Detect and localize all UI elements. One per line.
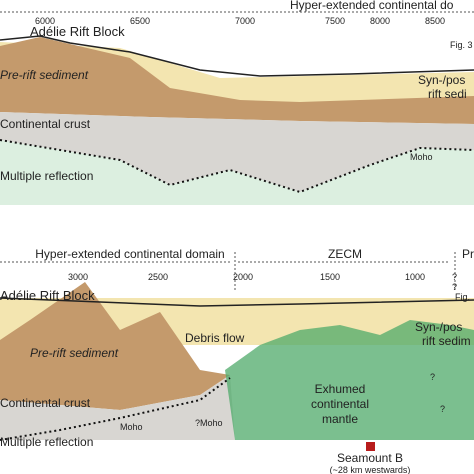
tick: 8000: [370, 16, 390, 26]
tick: 3000: [68, 272, 88, 282]
pre-rift-unit: [0, 282, 230, 410]
pre-rift-unit: [0, 37, 474, 124]
block-label: Adélie Rift Block: [30, 24, 125, 39]
question: ?: [452, 272, 457, 282]
multiple-label: Multiple reflection: [0, 435, 93, 449]
question: ?: [440, 404, 445, 414]
tick: 1500: [320, 272, 340, 282]
seamount-marker: [366, 442, 375, 451]
moho-line: [0, 139, 474, 194]
moho-label: Moho: [410, 152, 433, 162]
moho-line: [0, 377, 231, 441]
mantle-label: Exhumed: [315, 382, 366, 396]
top-panel: Hyper-extended continental do 6000 6500 …: [0, 0, 474, 205]
tick: 2500: [148, 272, 168, 282]
question: ?: [452, 282, 457, 292]
seafloor: [0, 297, 474, 307]
crust-label: Continental crust: [0, 396, 91, 410]
tick: 6500: [130, 16, 150, 26]
debris-label: Debris flow: [185, 331, 245, 345]
mantle-label: mantle: [322, 412, 358, 426]
exhumed-mantle: [225, 320, 474, 440]
domain-label: ZECM: [328, 247, 362, 261]
fig-ref: Fig.: [455, 292, 470, 302]
mantle-label: continental: [311, 397, 369, 411]
ticks: 6000 6500 7000 7500 8000 8500: [35, 16, 445, 26]
domain-label: Hyper-extended continental do: [290, 0, 454, 12]
pre-rift-label: Pre-rift sediment: [0, 68, 89, 82]
crust-label: Continental crust: [0, 117, 91, 131]
syn-rift-label: Syn-/pos: [415, 320, 462, 334]
question: ?: [430, 372, 435, 382]
seamount-note: (~28 km westwards): [330, 465, 411, 474]
moho-label: ?Moho: [195, 418, 223, 428]
domain-label: Hyper-extended continental domain: [35, 247, 224, 261]
multiple-label: Multiple reflection: [0, 169, 93, 183]
tick: 1000: [405, 272, 425, 282]
continental-crust: [0, 375, 235, 440]
bottom-panel: Hyper-extended continental domain ZECM P…: [0, 247, 474, 474]
seamount-label: Seamount B: [337, 451, 403, 465]
tick: 8500: [425, 16, 445, 26]
moho-label: Moho: [120, 422, 143, 432]
seafloor: [0, 35, 474, 77]
syn-rift-label: rift sedim: [422, 334, 471, 348]
block-label: Adélie Rift Block: [0, 288, 95, 303]
pre-rift-label: Pre-rift sediment: [30, 346, 119, 360]
syn-rift-label: Syn-/pos: [418, 73, 465, 87]
syn-rift-label: rift sedi: [428, 87, 467, 101]
tick: 2000: [233, 272, 253, 282]
fig-ref: Fig. 3: [450, 40, 473, 50]
continental-crust: [0, 112, 474, 192]
tick: 6000: [35, 16, 55, 26]
tick: 7000: [235, 16, 255, 26]
tick: 7500: [325, 16, 345, 26]
domain-label: Pr: [462, 247, 474, 261]
